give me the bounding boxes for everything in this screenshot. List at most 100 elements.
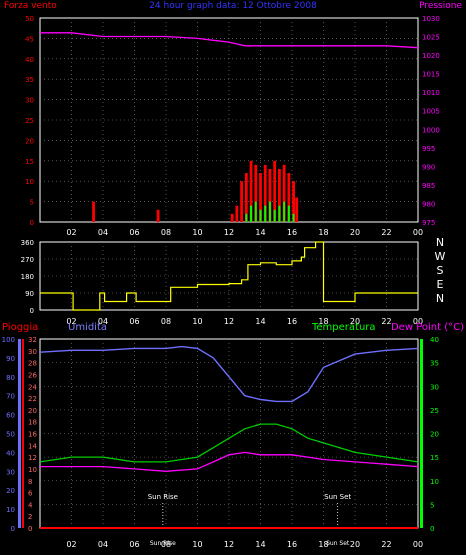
x-tick-label: 18 bbox=[318, 228, 328, 237]
rain-tick-label: 40 bbox=[6, 449, 15, 457]
direction-tick-label: 0 bbox=[30, 307, 34, 315]
humidity-axis-title: Umidita bbox=[68, 322, 107, 333]
event-label: Sun Rise bbox=[148, 493, 178, 501]
event-axis-label: Sun Rise bbox=[150, 540, 176, 547]
gust-bar bbox=[287, 205, 290, 222]
wind-bar bbox=[235, 205, 239, 222]
x-tick-label: 12 bbox=[224, 317, 234, 326]
rain-tick-label: 70 bbox=[6, 393, 15, 401]
wind-bar bbox=[249, 160, 253, 222]
pressure-tick-label: 990 bbox=[422, 163, 435, 171]
humidity-tick-label: 26 bbox=[28, 371, 37, 379]
temperature-tick-label: 40 bbox=[430, 336, 439, 344]
gust-bar bbox=[283, 201, 286, 222]
wind-tick-label: 25 bbox=[25, 117, 34, 125]
grid-temp-humidity bbox=[40, 339, 418, 528]
humidity-tick-label: 30 bbox=[28, 348, 37, 356]
x-tick-label: 04 bbox=[98, 317, 108, 326]
x-tick-label: 02 bbox=[66, 317, 76, 326]
x-tick-label: 16 bbox=[287, 317, 297, 326]
temperature-tick-label: 30 bbox=[430, 383, 439, 391]
x-tick-label: 08 bbox=[161, 228, 171, 237]
x-tick-label: 06 bbox=[129, 317, 139, 326]
rain-tick-label: 90 bbox=[6, 355, 15, 363]
x-tick-label: 14 bbox=[255, 228, 265, 237]
rain-axis-bar bbox=[22, 339, 24, 528]
pressure-tick-label: 1005 bbox=[422, 108, 440, 116]
rain-tick-label: 100 bbox=[2, 336, 15, 344]
direction-tick-label: 270 bbox=[21, 256, 34, 264]
rain-axis-title: Pioggia bbox=[2, 322, 38, 333]
x-tick-label: 22 bbox=[381, 317, 391, 326]
pressure-tick-label: 1020 bbox=[422, 52, 440, 60]
dewpoint-line bbox=[40, 451, 419, 472]
x-tick-label: 20 bbox=[350, 317, 360, 326]
x-tick-label: 16 bbox=[287, 540, 297, 549]
direction-tick-label: 360 bbox=[21, 239, 34, 247]
compass-label: N bbox=[436, 292, 444, 305]
pressure-tick-label: 980 bbox=[422, 200, 435, 208]
x-tick-label: 22 bbox=[381, 540, 391, 549]
dewpoint-axis-title: Dew Point (°C) bbox=[391, 322, 464, 333]
x-tick-label: 06 bbox=[129, 540, 139, 549]
wind-bar bbox=[92, 201, 95, 222]
gust-bar bbox=[264, 205, 267, 222]
gust-bar bbox=[268, 201, 271, 222]
x-tick-label: 04 bbox=[98, 228, 108, 237]
temperature-axis-bar bbox=[420, 339, 423, 528]
temperature-tick-label: 0 bbox=[430, 525, 434, 533]
rain-tick-label: 0 bbox=[11, 525, 15, 533]
wind-bar bbox=[263, 164, 267, 222]
wind-bar bbox=[240, 181, 243, 222]
temperature-tick-label: 15 bbox=[430, 454, 439, 462]
gust-bar bbox=[278, 205, 281, 222]
x-tick-label: 10 bbox=[192, 228, 202, 237]
compass-label: N bbox=[436, 236, 444, 249]
humidity-tick-label: 20 bbox=[28, 407, 37, 415]
humidity-tick-label: 14 bbox=[28, 442, 37, 450]
wind-tick-label: 50 bbox=[25, 15, 34, 23]
temperature-tick-label: 5 bbox=[430, 501, 434, 509]
wind-tick-label: 30 bbox=[25, 97, 34, 105]
wind-axis-title: Forza vento bbox=[4, 1, 57, 11]
pressure-axis-title: Pressione bbox=[419, 1, 462, 11]
wind-bar bbox=[292, 181, 295, 222]
pressure-tick-label: 975 bbox=[422, 219, 435, 227]
x-tick-label: 08 bbox=[161, 540, 171, 549]
wind-tick-label: 40 bbox=[25, 56, 34, 64]
temperature-tick-label: 10 bbox=[430, 478, 439, 486]
gust-bar bbox=[250, 205, 253, 222]
direction-tick-label: 90 bbox=[25, 290, 34, 298]
event-label: Sun Set bbox=[324, 493, 351, 501]
x-tick-label: 18 bbox=[318, 540, 328, 549]
wind-tick-label: 15 bbox=[25, 158, 34, 166]
humidity-tick-label: 24 bbox=[28, 383, 37, 391]
x-tick-label: 08 bbox=[161, 317, 171, 326]
wind-bar bbox=[273, 160, 277, 222]
humidity-tick-label: 18 bbox=[28, 419, 37, 427]
x-tick-label: 00 bbox=[413, 228, 423, 237]
x-tick-label: 06 bbox=[129, 228, 139, 237]
x-tick-label: 12 bbox=[224, 228, 234, 237]
gust-bar bbox=[273, 209, 276, 222]
direction-tick-label: 180 bbox=[21, 273, 34, 281]
wind-bar bbox=[254, 164, 258, 222]
x-tick-label: 22 bbox=[381, 228, 391, 237]
temperature-tick-label: 25 bbox=[430, 407, 439, 415]
pressure-tick-label: 1015 bbox=[422, 71, 440, 79]
humidity-tick-label: 0 bbox=[28, 525, 32, 533]
x-tick-label: 10 bbox=[192, 540, 202, 549]
rain-tick-label: 50 bbox=[6, 431, 15, 439]
rain-tick-label: 30 bbox=[6, 468, 15, 476]
humidity-tick-label: 10 bbox=[28, 466, 37, 474]
rain-tick-label: 20 bbox=[6, 487, 15, 495]
humidity-tick-label: 28 bbox=[28, 360, 37, 368]
humidity-tick-label: 12 bbox=[28, 454, 37, 462]
x-tick-label: 20 bbox=[350, 540, 360, 549]
x-tick-label: 10 bbox=[192, 317, 202, 326]
pressure-tick-label: 1030 bbox=[422, 15, 440, 23]
temperature-tick-label: 20 bbox=[430, 431, 439, 439]
grid-wind-pressure bbox=[40, 18, 418, 222]
